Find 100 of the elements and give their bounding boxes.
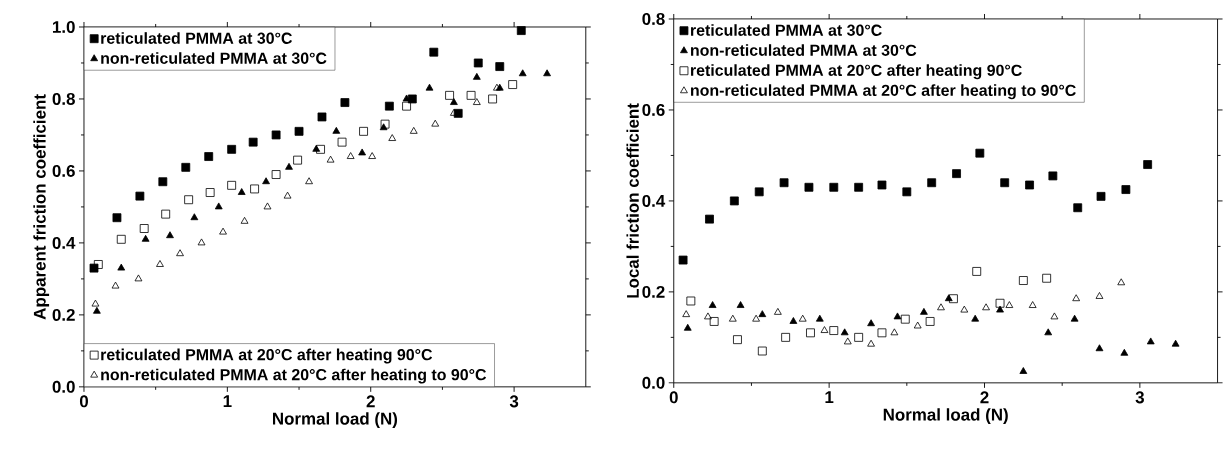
point bbox=[466, 91, 476, 100]
point bbox=[937, 303, 945, 311]
point bbox=[283, 191, 292, 199]
point bbox=[317, 112, 327, 122]
point bbox=[543, 69, 551, 77]
point bbox=[704, 312, 712, 320]
point bbox=[1028, 301, 1037, 309]
point bbox=[135, 191, 145, 201]
y-tick-label: 0.8 bbox=[642, 13, 665, 26]
point bbox=[472, 73, 481, 80]
point bbox=[920, 308, 928, 315]
point bbox=[181, 163, 191, 172]
point bbox=[141, 234, 150, 242]
point bbox=[450, 98, 458, 106]
point bbox=[804, 182, 814, 192]
point bbox=[112, 213, 122, 223]
point bbox=[184, 195, 194, 205]
point bbox=[752, 314, 760, 322]
point bbox=[368, 152, 377, 160]
point bbox=[996, 305, 1004, 313]
y-axis-title: Apparent friction coefficient bbox=[33, 94, 50, 320]
point bbox=[1005, 301, 1014, 309]
point bbox=[1018, 276, 1028, 285]
point bbox=[1171, 339, 1180, 347]
point bbox=[508, 80, 518, 90]
point bbox=[1000, 178, 1010, 188]
point bbox=[982, 303, 990, 311]
point bbox=[250, 184, 259, 194]
point bbox=[262, 177, 270, 185]
point bbox=[445, 91, 454, 100]
point bbox=[337, 137, 347, 147]
point bbox=[972, 267, 982, 276]
point bbox=[93, 260, 103, 269]
point bbox=[219, 227, 227, 235]
point bbox=[1048, 171, 1058, 181]
point bbox=[902, 187, 912, 197]
point bbox=[134, 274, 143, 282]
point bbox=[893, 312, 902, 320]
legend-label: reticulated PMMA at 30°C bbox=[101, 32, 293, 44]
point bbox=[166, 231, 174, 239]
point bbox=[248, 137, 258, 147]
point bbox=[190, 213, 199, 221]
x-tick-label: 3 bbox=[509, 395, 519, 408]
y-tick-label: 0.8 bbox=[52, 93, 75, 106]
point bbox=[472, 98, 481, 106]
point bbox=[1095, 344, 1104, 352]
point bbox=[1117, 278, 1126, 286]
point bbox=[402, 101, 411, 111]
x-axis-title: Normal load (N) bbox=[883, 408, 1008, 425]
point bbox=[197, 238, 206, 246]
point bbox=[271, 130, 281, 140]
point bbox=[995, 298, 1005, 308]
point bbox=[161, 209, 171, 219]
point bbox=[116, 234, 126, 244]
point bbox=[1072, 294, 1081, 302]
y-tick-label: 1.0 bbox=[52, 21, 75, 34]
point bbox=[1050, 312, 1059, 320]
point bbox=[156, 260, 164, 267]
point bbox=[158, 177, 168, 187]
point bbox=[384, 101, 394, 111]
point bbox=[789, 317, 798, 324]
point bbox=[117, 263, 126, 271]
point bbox=[285, 163, 293, 170]
point bbox=[214, 202, 223, 210]
point bbox=[340, 98, 350, 108]
point bbox=[346, 152, 355, 160]
point bbox=[877, 328, 887, 338]
point bbox=[111, 281, 120, 289]
point bbox=[815, 314, 824, 322]
point bbox=[1019, 367, 1028, 374]
x-axis-title: Normal load (N) bbox=[273, 412, 398, 429]
point bbox=[176, 249, 184, 257]
point bbox=[488, 94, 497, 104]
point bbox=[867, 319, 875, 327]
y-tick-label: 0.2 bbox=[52, 308, 75, 321]
point bbox=[359, 127, 368, 136]
point bbox=[1146, 337, 1155, 345]
point bbox=[1095, 292, 1104, 299]
point bbox=[305, 177, 313, 185]
point bbox=[952, 169, 961, 179]
point bbox=[867, 339, 875, 347]
point bbox=[1025, 180, 1034, 190]
legend-label: reticulated PMMA at 20°C after heating 90°C bbox=[690, 64, 1022, 80]
point bbox=[1121, 185, 1131, 195]
point bbox=[754, 187, 764, 197]
point bbox=[1073, 203, 1083, 213]
point bbox=[263, 202, 272, 210]
legend-label: non-reticulated PMMA at 30°C bbox=[690, 44, 917, 56]
point bbox=[877, 180, 887, 190]
point bbox=[925, 317, 935, 326]
legend-label: reticulated PMMA at 30°C bbox=[690, 24, 882, 36]
point bbox=[708, 301, 717, 309]
point bbox=[358, 148, 366, 156]
point bbox=[736, 301, 745, 309]
point bbox=[806, 328, 815, 338]
point bbox=[709, 317, 719, 326]
point bbox=[1044, 328, 1053, 336]
point bbox=[728, 314, 737, 322]
point bbox=[900, 314, 910, 324]
y-tick-label: 0.6 bbox=[642, 104, 665, 117]
